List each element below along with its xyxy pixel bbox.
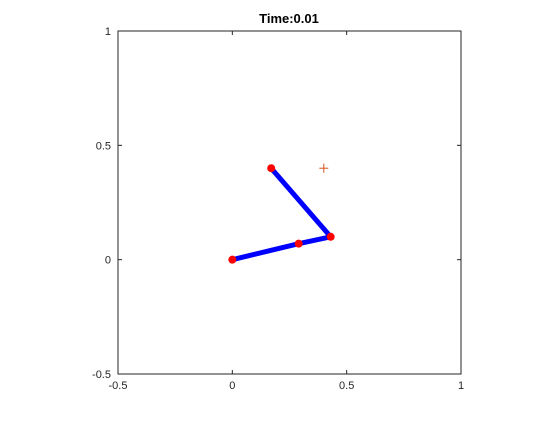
x-tick-label: 1	[458, 380, 464, 392]
target-marker	[319, 163, 329, 173]
axes-box	[117, 30, 462, 375]
x-tick-label: 0	[229, 380, 235, 392]
joint-point	[326, 232, 335, 241]
tick-marks	[117, 30, 462, 375]
link-segment	[298, 234, 332, 247]
x-tick-label: -0.5	[109, 380, 128, 392]
joint-point	[294, 239, 303, 248]
tick-labels: -0.5 0 0.5 1 -0.5 0 0.5 1	[92, 26, 464, 392]
y-tick-label: 0.5	[96, 140, 111, 152]
joint-point	[267, 164, 276, 173]
axes-frame	[117, 30, 462, 375]
series-layer	[228, 163, 335, 264]
x-tick-label: 0.5	[339, 380, 354, 392]
chart-title: Time:0.01	[259, 11, 319, 26]
y-tick-label: -0.5	[92, 369, 111, 381]
joint-point	[228, 255, 237, 264]
y-tick-label: 0	[105, 255, 111, 267]
link-segment	[269, 166, 333, 239]
y-tick-label: 1	[105, 26, 111, 38]
link-segment	[231, 241, 300, 263]
